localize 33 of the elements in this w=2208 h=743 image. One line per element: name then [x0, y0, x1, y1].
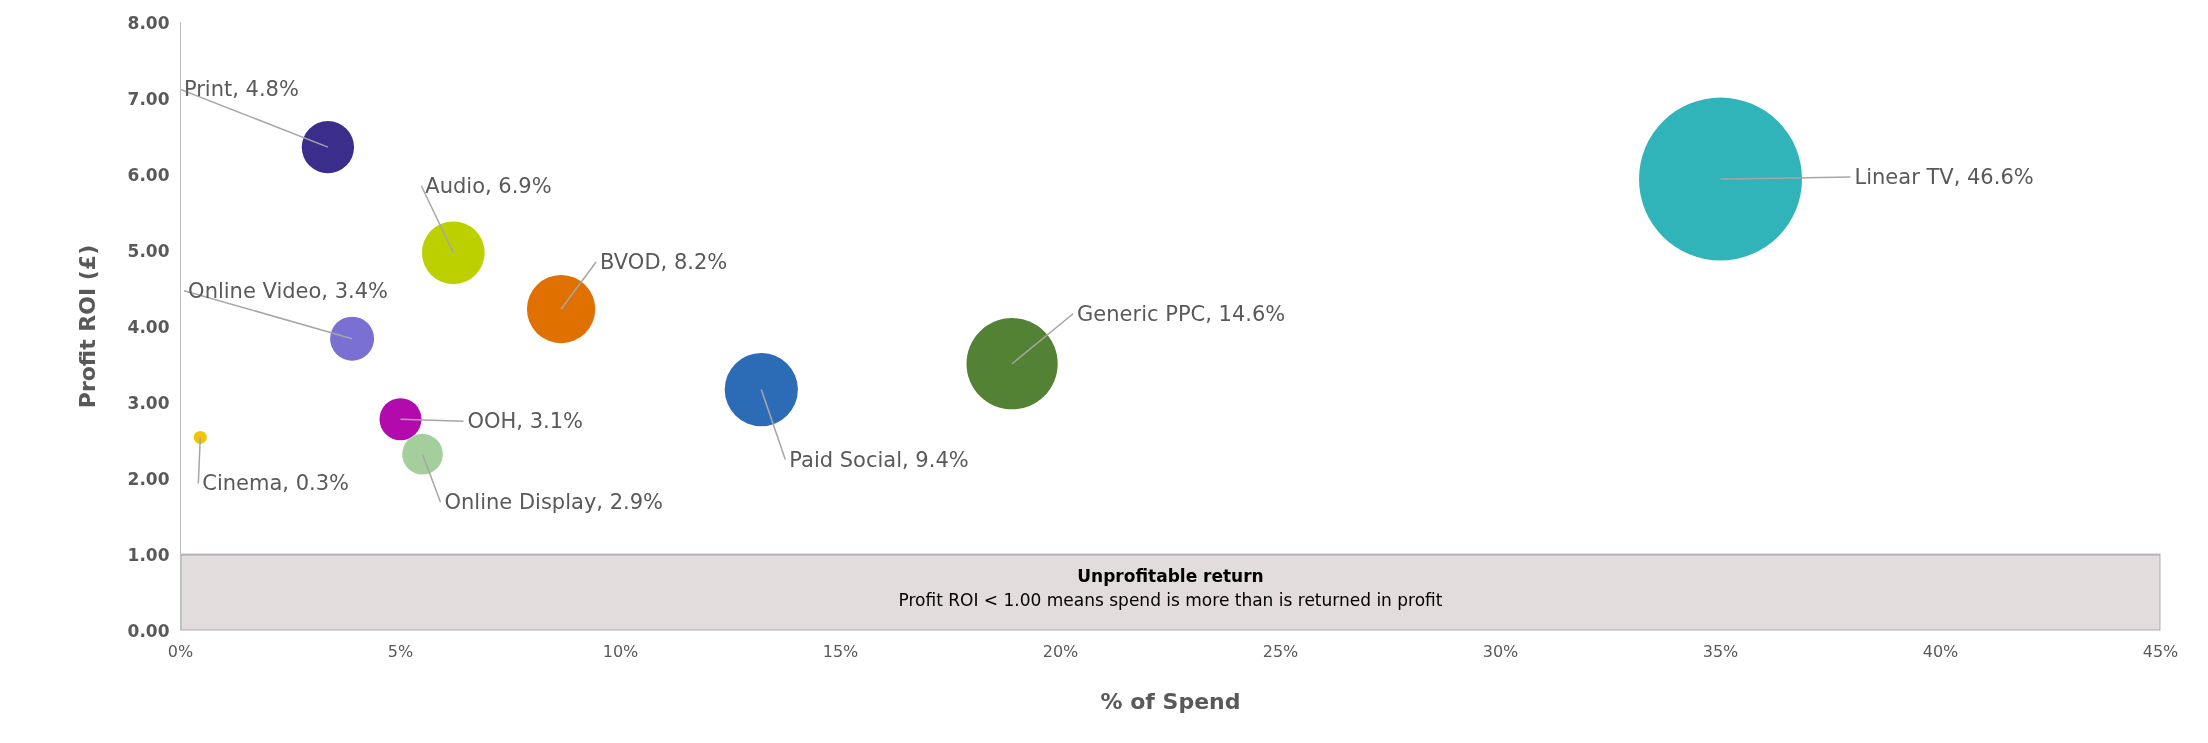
y-tick-label: 8.00 — [127, 13, 170, 33]
y-tick-label: 6.00 — [127, 165, 170, 185]
x-tick-label: 15% — [822, 641, 859, 661]
band-label: Unprofitable return — [1077, 565, 1264, 586]
x-tick-label: 40% — [1922, 641, 1959, 661]
x-tick-label: 10% — [602, 641, 639, 661]
x-tick-label: 45% — [2142, 641, 2179, 661]
data-label: Online Video, 3.4% — [188, 278, 389, 303]
x-axis-title: % of Spend — [1100, 688, 1241, 714]
data-label: Generic PPC, 14.6% — [1077, 301, 1286, 326]
data-label: Cinema, 0.3% — [202, 471, 350, 496]
y-axis-title: Profit ROI (£) — [74, 244, 100, 409]
x-tick-label: 25% — [1262, 641, 1299, 661]
data-label: Linear TV, 46.6% — [1854, 165, 2034, 190]
x-tick-label: 30% — [1482, 641, 1519, 661]
x-tick-label: 0% — [167, 641, 194, 661]
data-label: OOH, 3.1% — [467, 409, 584, 434]
data-label: Print, 4.8% — [183, 77, 299, 102]
x-tick-label: 20% — [1042, 641, 1079, 661]
data-label: Paid Social, 9.4% — [789, 447, 969, 472]
y-tick-label: 1.00 — [127, 545, 170, 565]
data-label: Online Display, 2.9% — [444, 490, 664, 515]
y-tick-label: 0.00 — [127, 621, 170, 641]
data-label: Audio, 6.9% — [425, 173, 552, 198]
x-tick-label: 35% — [1702, 641, 1739, 661]
data-label: BVOD, 8.2% — [600, 250, 728, 275]
y-tick-label: 7.00 — [127, 89, 170, 109]
x-tick-label: 5% — [387, 641, 414, 661]
y-tick-label: 5.00 — [127, 241, 170, 261]
y-tick-label: 4.00 — [127, 317, 170, 337]
y-tick-label: 2.00 — [127, 469, 170, 489]
y-tick-label: 3.00 — [127, 393, 170, 413]
annotation: Profit ROI < 1.00 means spend is more than is returned in profit — [898, 590, 1443, 611]
